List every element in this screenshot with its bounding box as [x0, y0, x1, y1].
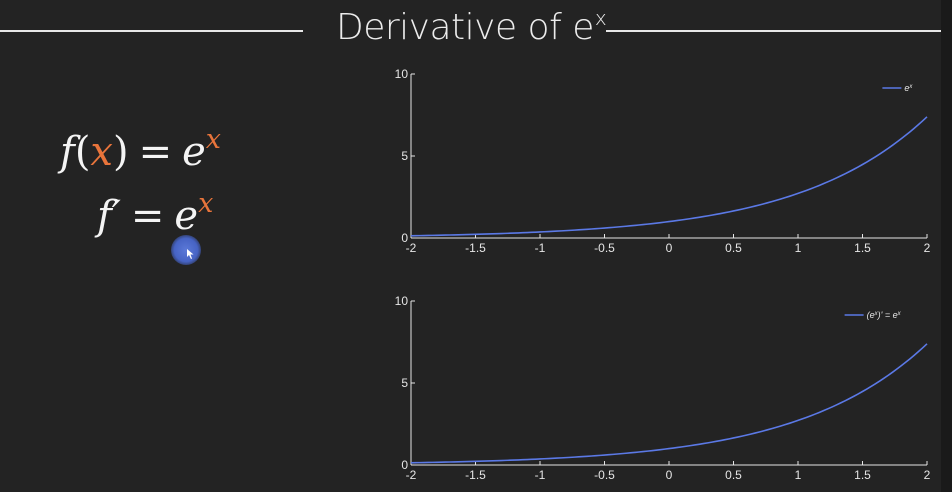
x-tick-label: -0.5 — [594, 468, 615, 482]
y-tick-label: 10 — [395, 67, 409, 81]
x-tick-label: 1 — [795, 241, 802, 255]
x-tick-label: 1.5 — [854, 241, 871, 255]
y-tick-label: 5 — [401, 149, 408, 163]
equation-f-of-x: f(x) = ex — [60, 124, 222, 175]
y-tick-label: 10 — [395, 294, 409, 308]
title-rule-left — [0, 30, 303, 32]
series-line — [410, 343, 928, 464]
x-tick-label: 0 — [666, 468, 673, 482]
mouse-pointer-icon — [187, 249, 194, 259]
x-tick-label: -1 — [535, 241, 546, 255]
x-tick-label: -1.5 — [465, 468, 486, 482]
x-tick-label: -1 — [535, 468, 546, 482]
y-tick-label: 5 — [401, 376, 408, 390]
slide-title-main: Derivative of e — [336, 7, 594, 48]
legend-label: ex — [904, 83, 913, 93]
title-bar: Derivative of ex — [0, 0, 952, 60]
x-tick-label: -0.5 — [594, 241, 615, 255]
chart-top: -2 -1.5 -1 -0.5 0 0.5 1 1.5 2 0 5 10 ex — [395, 67, 931, 255]
series-line — [410, 116, 928, 237]
slide-title-exponent: x — [594, 6, 607, 30]
title-rule-right — [606, 30, 942, 32]
x-tick-label: 0.5 — [725, 468, 742, 482]
y-tick-label: 0 — [401, 231, 408, 245]
x-tick-label: -1.5 — [465, 241, 486, 255]
x-tick-label: 1.5 — [854, 468, 871, 482]
x-tick-label: -2 — [406, 241, 417, 255]
x-tick-label: 2 — [924, 241, 931, 255]
y-tick-label: 0 — [401, 458, 408, 472]
x-tick-label: 0.5 — [725, 241, 742, 255]
x-tick-label: 1 — [795, 468, 802, 482]
x-tick-label: -2 — [406, 468, 417, 482]
x-tick-label: 0 — [666, 241, 673, 255]
chart-bottom: -2 -1.5 -1 -0.5 0 0.5 1 1.5 2 0 5 10 (ex)' = ex — [395, 294, 931, 482]
legend-label: (ex)' = ex — [867, 310, 902, 320]
equation-f-prime: f′ = ex — [97, 188, 214, 239]
x-tick-label: 2 — [924, 468, 931, 482]
pointer-highlight — [171, 235, 201, 265]
window-edge-strip — [941, 0, 952, 492]
slide-title: Derivative of ex — [336, 6, 607, 48]
